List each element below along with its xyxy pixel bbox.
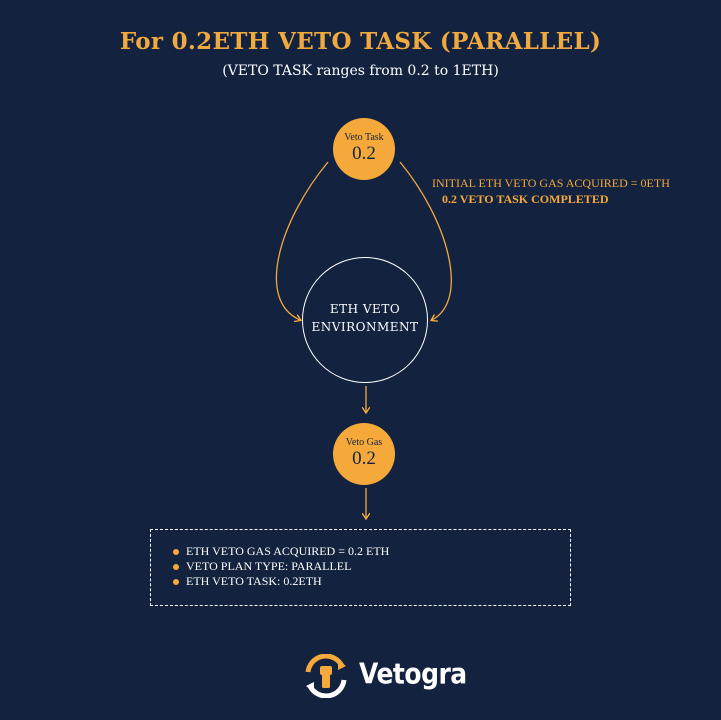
summary-list: ETH VETO GAS ACQUIRED = 0.2 ETH VETO PLA…	[173, 544, 389, 589]
environment-line2: ENVIRONMENT	[311, 320, 419, 334]
summary-item: ETH VETO TASK: 0.2ETH	[173, 574, 389, 589]
connector-task-to-env-left	[275, 161, 329, 320]
bullet-icon	[173, 549, 179, 555]
diagram-title: For 0.2ETH VETO TASK (PARALLEL)	[119, 28, 602, 55]
summary-box: ETH VETO GAS ACQUIRED = 0.2 ETH VETO PLA…	[150, 529, 571, 606]
summary-item: ETH VETO GAS ACQUIRED = 0.2 ETH	[173, 544, 389, 559]
brand-name: Vetogra	[359, 657, 467, 691]
summary-item-text: ETH VETO TASK: 0.2ETH	[186, 574, 322, 588]
summary-item: VETO PLAN TYPE: PARALLEL	[173, 559, 389, 574]
veto-task-label: Veto Task	[344, 132, 384, 143]
environment-line1: ETH VETO	[329, 302, 401, 316]
veto-gas-node: Veto Gas 0.2	[333, 423, 395, 485]
bullet-icon	[173, 579, 179, 585]
veto-task-value: 0.2	[352, 143, 376, 164]
summary-item-text: ETH VETO GAS ACQUIRED = 0.2 ETH	[186, 544, 390, 558]
eth-veto-environment-node: ETH VETO ENVIRONMENT	[302, 257, 428, 383]
bullet-icon	[173, 564, 179, 570]
veto-gas-label: Veto Gas	[345, 437, 383, 448]
diagram-subtitle: (VETO TASK ranges from 0.2 to 1ETH)	[222, 63, 499, 79]
fist-cycle-logo-icon	[305, 654, 347, 698]
annotation-task-completed: 0.2 VETO TASK COMPLETED	[442, 192, 609, 206]
summary-item-text: VETO PLAN TYPE: PARALLEL	[186, 559, 352, 573]
veto-gas-value: 0.2	[352, 448, 376, 469]
veto-task-node: Veto Task 0.2	[333, 118, 395, 180]
annotation-gas-acquired: INITIAL ETH VETO GAS ACQUIRED = 0ETH	[432, 176, 670, 190]
connector-task-to-env-right	[399, 161, 452, 320]
